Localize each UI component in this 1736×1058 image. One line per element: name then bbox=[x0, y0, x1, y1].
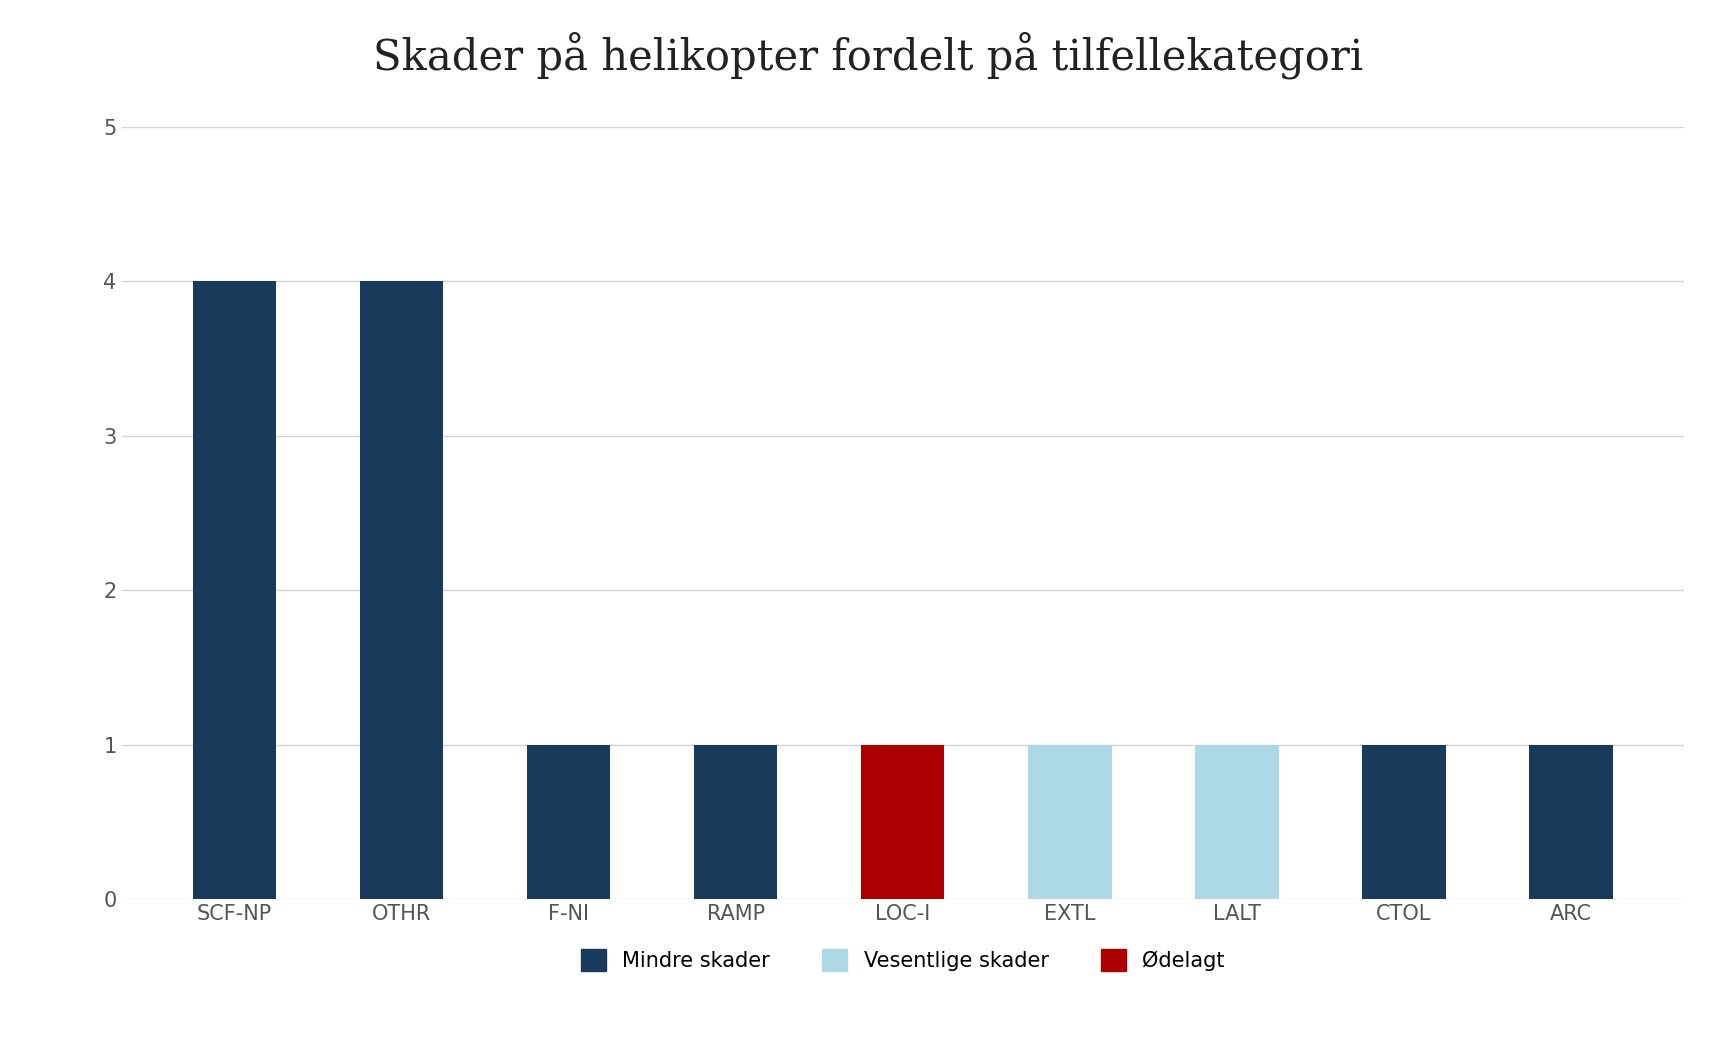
Bar bbox=[1529, 745, 1613, 899]
Bar bbox=[694, 745, 778, 899]
Bar bbox=[1028, 745, 1111, 899]
Bar bbox=[1363, 745, 1446, 899]
Bar bbox=[861, 745, 944, 899]
Text: Skader på helikopter fordelt på tilfellekategori: Skader på helikopter fordelt på tilfelle… bbox=[373, 32, 1363, 79]
Bar bbox=[359, 281, 443, 899]
Legend: Mindre skader, Vesentlige skader, Ødelagt: Mindre skader, Vesentlige skader, Ødelag… bbox=[569, 940, 1236, 982]
Bar bbox=[1194, 745, 1279, 899]
Bar bbox=[526, 745, 611, 899]
Bar bbox=[193, 281, 276, 899]
